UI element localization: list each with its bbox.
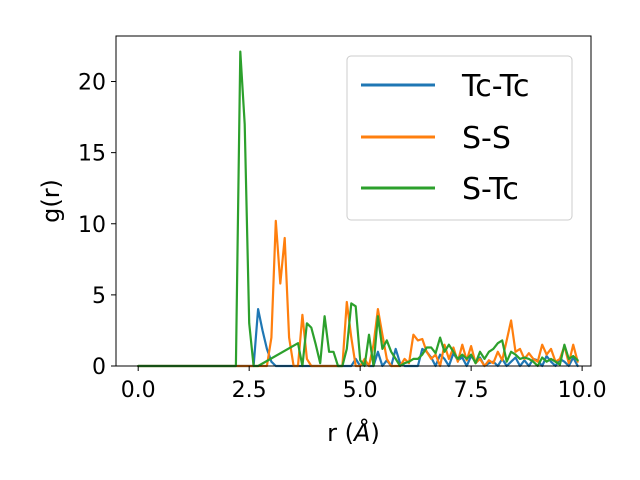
x-tick-label: 5.0 [343,378,378,403]
y-tick-label: 15 [78,142,106,167]
legend-box [346,55,573,221]
legend-label-s-s: S-S [462,121,511,156]
y-tick-label: 10 [78,213,106,238]
series-line-s-tc [137,50,579,368]
x-axis: 0.0 2.5 5.0 7.5 10.0 [121,366,607,403]
x-tick-label: 0.0 [121,378,156,403]
plot-frame [115,35,592,367]
x-tick-label: 7.5 [454,378,489,403]
legend: Tc-Tc S-S S-Tc [346,55,573,221]
axes-frame [115,35,592,367]
legend-label-tc-tc: Tc-Tc [461,69,530,104]
legend-label-s-tc: S-Tc [462,172,519,207]
y-axis: 0 5 10 15 20 [78,71,116,380]
y-tick-label: 0 [92,355,106,380]
y-tick-label: 5 [92,284,106,309]
x-tick-label: 10.0 [558,378,607,403]
x-axis-label: r (Å) [327,418,380,447]
x-tick-label: 2.5 [232,378,267,403]
y-tick-label: 20 [78,71,106,96]
y-axis-label: g(r) [37,179,65,223]
